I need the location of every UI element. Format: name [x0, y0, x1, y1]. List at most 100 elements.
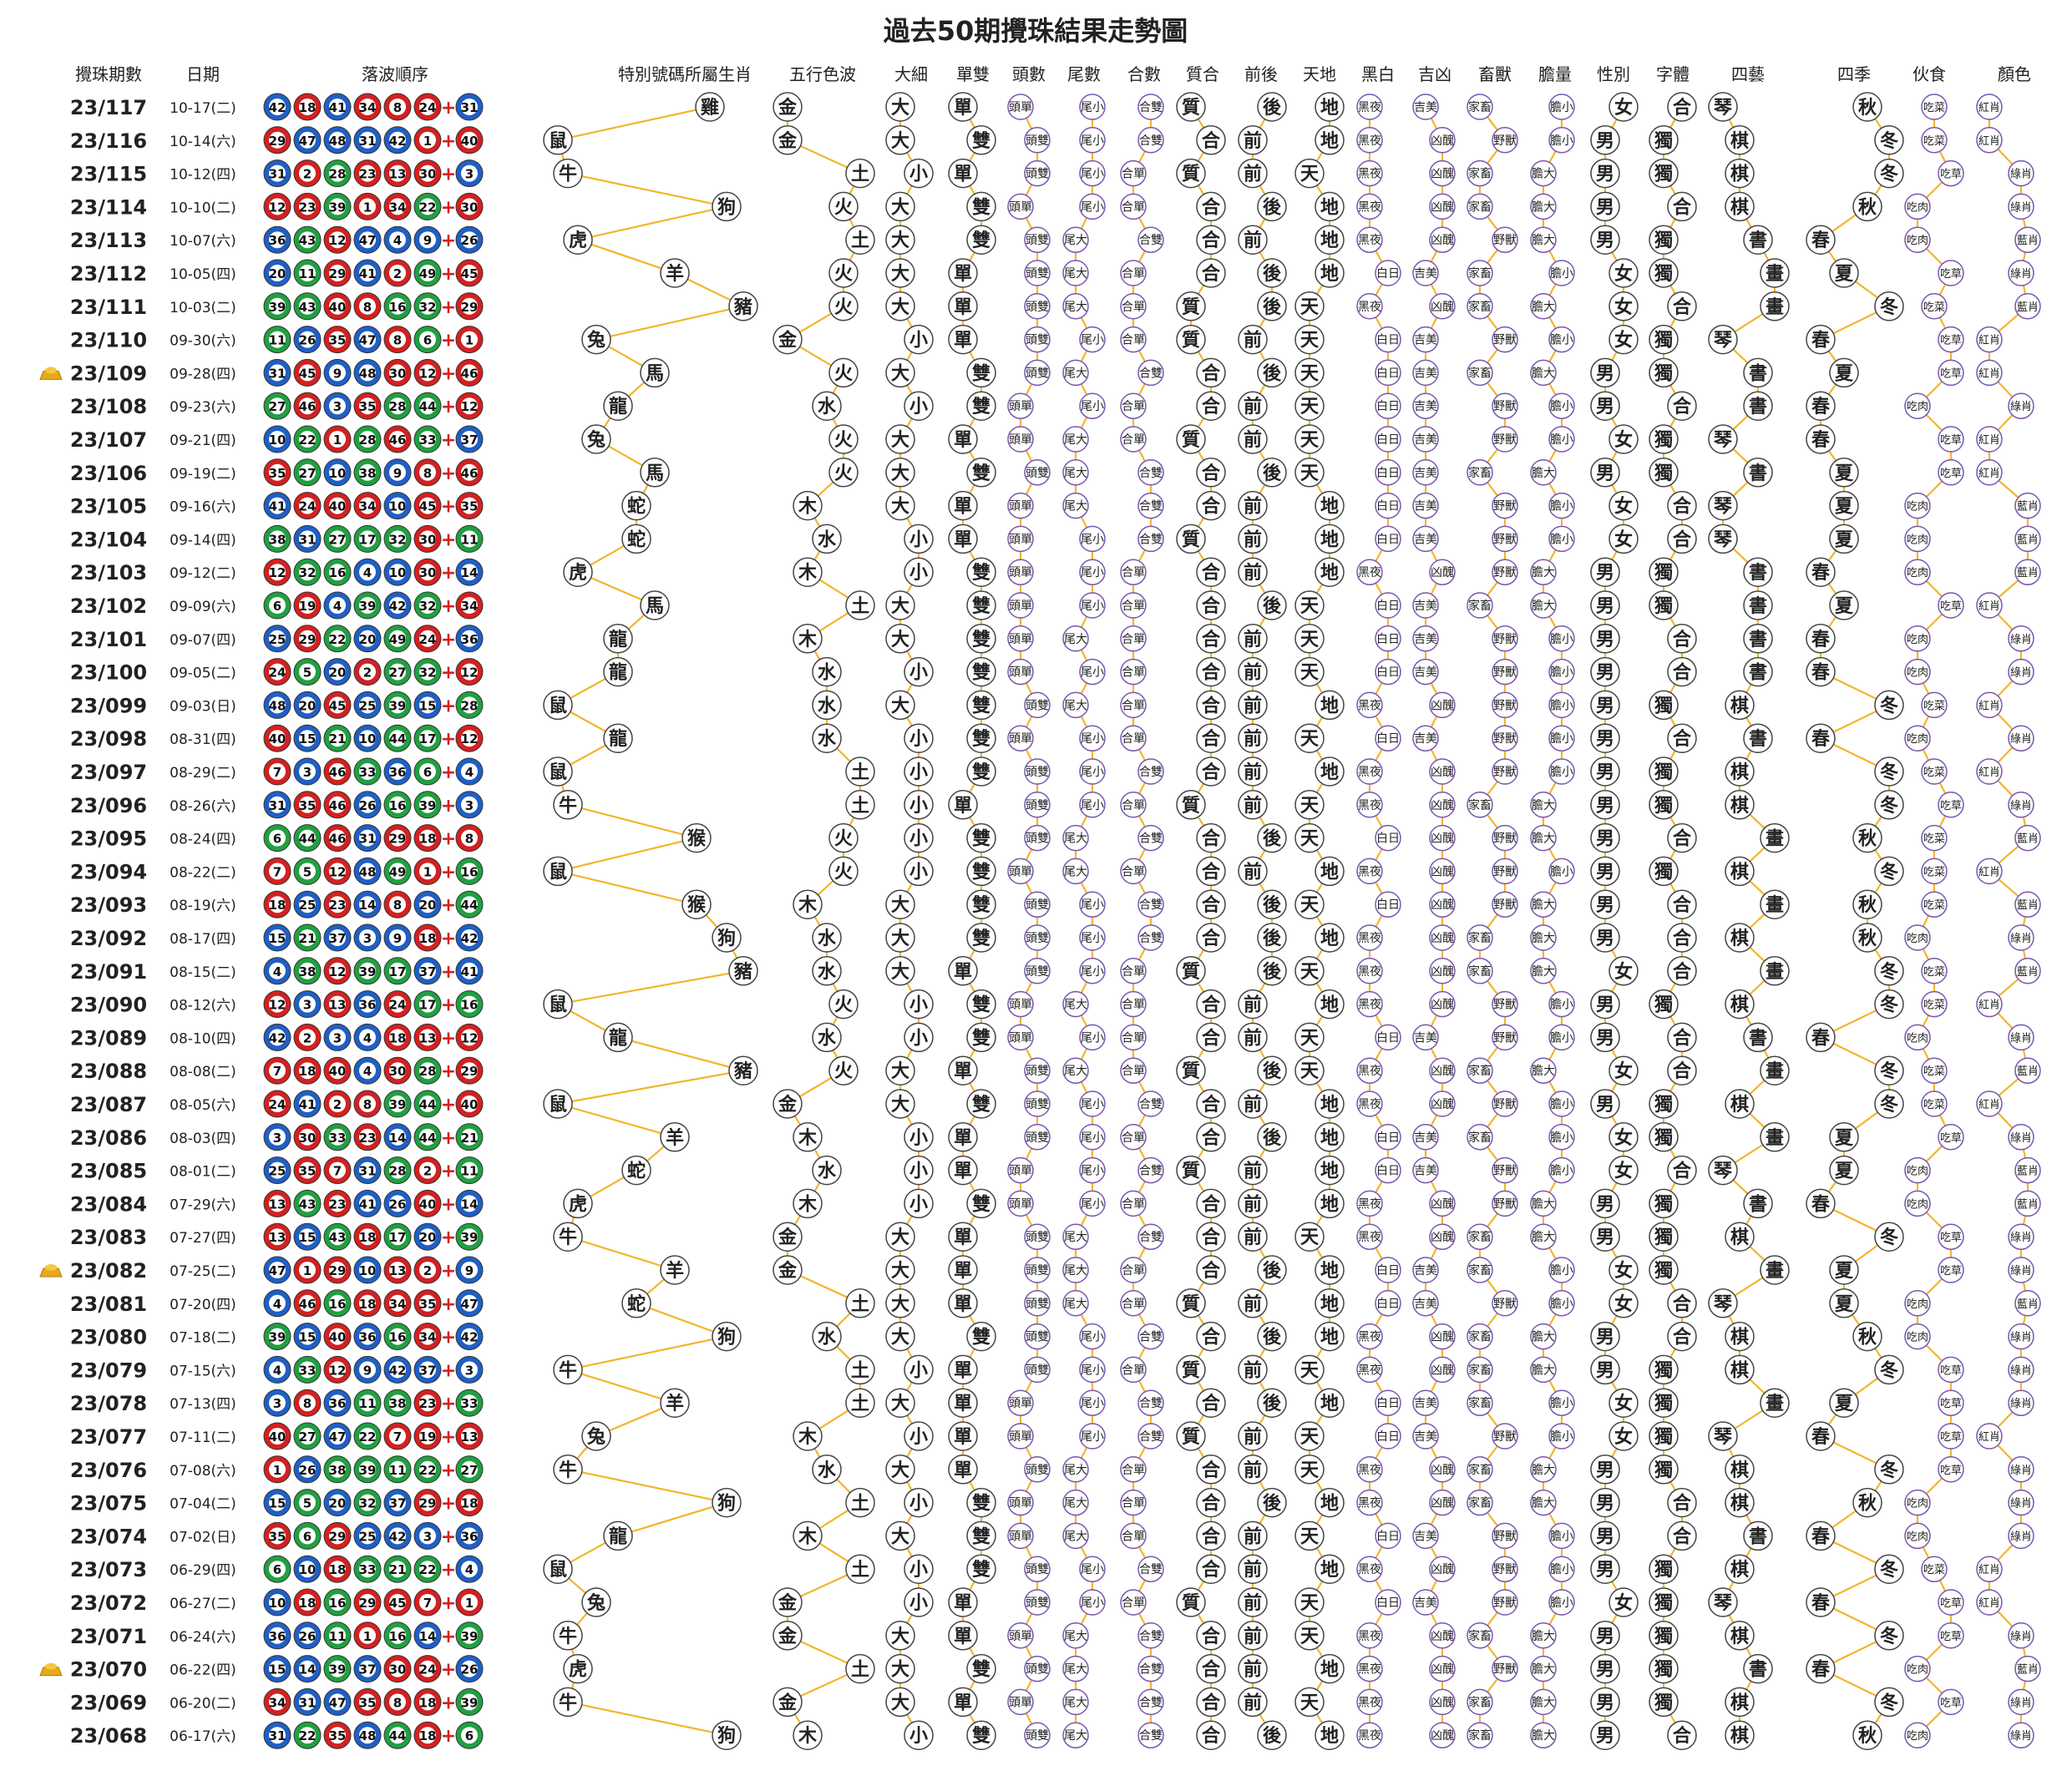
ball-center [419, 265, 436, 281]
special-ball-number: 6 [465, 1728, 474, 1743]
ball-number: 44 [419, 399, 437, 414]
headnum-label: 頭雙 [1026, 965, 1049, 979]
bigsmall-circle [904, 158, 934, 189]
ball-number: 22 [299, 433, 317, 448]
food-label: 吃草 [1940, 1397, 1962, 1410]
plus-sign: + [441, 928, 456, 949]
luck-label: 吉美 [1414, 400, 1437, 413]
special-ball-number: 14 [461, 1197, 479, 1212]
courage-label: 膽小 [1550, 765, 1573, 779]
arts-label: 棋 [1730, 994, 1749, 1016]
bigsmall-label: 大 [891, 696, 909, 716]
period-label: 23/109 [70, 362, 147, 385]
ball-number: 7 [423, 1596, 432, 1611]
zodiac-label: 龍 [609, 662, 627, 684]
heavenearth-label: 地 [1320, 1726, 1339, 1747]
element-circle [845, 225, 875, 255]
tailnum-label: 尾小 [1081, 600, 1104, 613]
oddeven-circle [966, 191, 996, 222]
ball-number: 35 [269, 466, 286, 481]
animaltype-label: 家畜 [1468, 1230, 1492, 1244]
luck-circle [1412, 260, 1439, 286]
sumnum-label: 合雙 [1139, 533, 1163, 546]
courage-label: 膽大 [1532, 832, 1555, 846]
ball-number: 46 [329, 798, 347, 813]
period-label: 23/094 [70, 860, 147, 883]
strokes-label: 獨 [1654, 696, 1673, 716]
ball-number: 16 [389, 798, 407, 813]
food-label: 吃肉 [1907, 400, 1928, 413]
headnum-label: 頭單 [1009, 1430, 1032, 1444]
ball-number: 36 [269, 1629, 286, 1644]
period-label: 23/115 [70, 163, 147, 186]
food-label: 吃草 [1940, 367, 1962, 380]
bigsmall-label: 大 [891, 98, 909, 119]
blackwhite-label: 黑夜 [1358, 1065, 1381, 1078]
ball-center [299, 231, 316, 249]
headnum-label: 頭雙 [1026, 1464, 1049, 1477]
special-ball-number: 31 [461, 100, 479, 115]
element-label: 土 [851, 230, 869, 251]
ball-center [329, 331, 346, 348]
bigsmall-label: 小 [909, 1560, 928, 1581]
oddeven-label: 雙 [972, 662, 990, 684]
food-label: 吃菜 [1923, 301, 1945, 314]
zodiac-label: 蛇 [627, 1161, 646, 1182]
animaltype-label: 野獸 [1493, 898, 1517, 912]
zodiac-label: 鼠 [549, 1095, 567, 1116]
heavenearth-label: 天 [1300, 895, 1320, 916]
luck-label: 吉美 [1414, 433, 1437, 447]
courage-circle [1548, 260, 1575, 286]
courage-circle [1530, 159, 1557, 187]
sumnum-label: 合雙 [1139, 1696, 1163, 1709]
primecomp-label: 質 [1182, 1294, 1200, 1315]
color-label: 綠肖 [2010, 1364, 2032, 1377]
tailnum-label: 尾大 [1064, 1530, 1087, 1543]
heavenearth-label: 天 [1300, 1593, 1320, 1614]
heavenearth-label: 天 [1300, 829, 1320, 850]
special-ball-number: 46 [461, 366, 479, 381]
ball-number: 8 [393, 898, 402, 913]
date-label: 10-03(二) [170, 300, 236, 316]
oddeven-label: 單 [954, 1161, 972, 1182]
food-label: 吃菜 [1923, 766, 1945, 779]
ball-number: 39 [269, 300, 286, 315]
ball-number: 17 [389, 964, 407, 979]
courage-label: 膽大 [1532, 167, 1555, 181]
frontback-circle [1257, 258, 1287, 288]
headnum-label: 頭單 [1009, 865, 1032, 878]
food-label: 吃草 [1940, 1364, 1962, 1377]
color-label: 藍肖 [2017, 301, 2039, 314]
tailnum-label: 尾大 [1064, 500, 1087, 514]
gold-ingot-top-icon [45, 1264, 57, 1271]
zodiac-label: 狗 [717, 1726, 736, 1747]
element-label: 火 [834, 463, 853, 484]
period-label: 23/112 [70, 262, 147, 286]
ball-number: 22 [419, 1463, 437, 1478]
period-label: 23/102 [70, 595, 147, 618]
seasons-circle [1874, 158, 1904, 189]
element-label: 水 [818, 696, 837, 716]
ball-number: 43 [299, 1197, 317, 1212]
period-label: 23/116 [70, 129, 147, 153]
sumnum-label: 合雙 [1139, 932, 1163, 945]
frontback-label: 前 [1244, 728, 1262, 750]
element-label: 火 [834, 363, 853, 384]
gender-label: 男 [1596, 197, 1614, 218]
heavenearth-label: 天 [1300, 663, 1320, 684]
gender-circle [1590, 158, 1620, 189]
gender-label: 男 [1596, 463, 1614, 484]
date-label: 08-29(二) [170, 765, 236, 782]
ball-number: 31 [269, 798, 286, 813]
food-label: 吃草 [1940, 267, 1962, 281]
ball-center [359, 99, 376, 115]
gender-label: 男 [1596, 1328, 1614, 1348]
bigsmall-label: 小 [909, 331, 928, 352]
table-row: 23/099 09-03(日) 48 20 45 25 39 15 +28 鼠水大雙頭雙 尾大 合單合… [70, 690, 2003, 721]
plus-sign: + [441, 1726, 456, 1747]
ball-number: 20 [329, 665, 347, 681]
tailnum-label: 尾大 [1064, 1630, 1087, 1643]
tailnum-label: 尾大 [1064, 267, 1087, 281]
date-label: 10-17(二) [170, 100, 236, 117]
ball-number: 10 [359, 1263, 377, 1278]
